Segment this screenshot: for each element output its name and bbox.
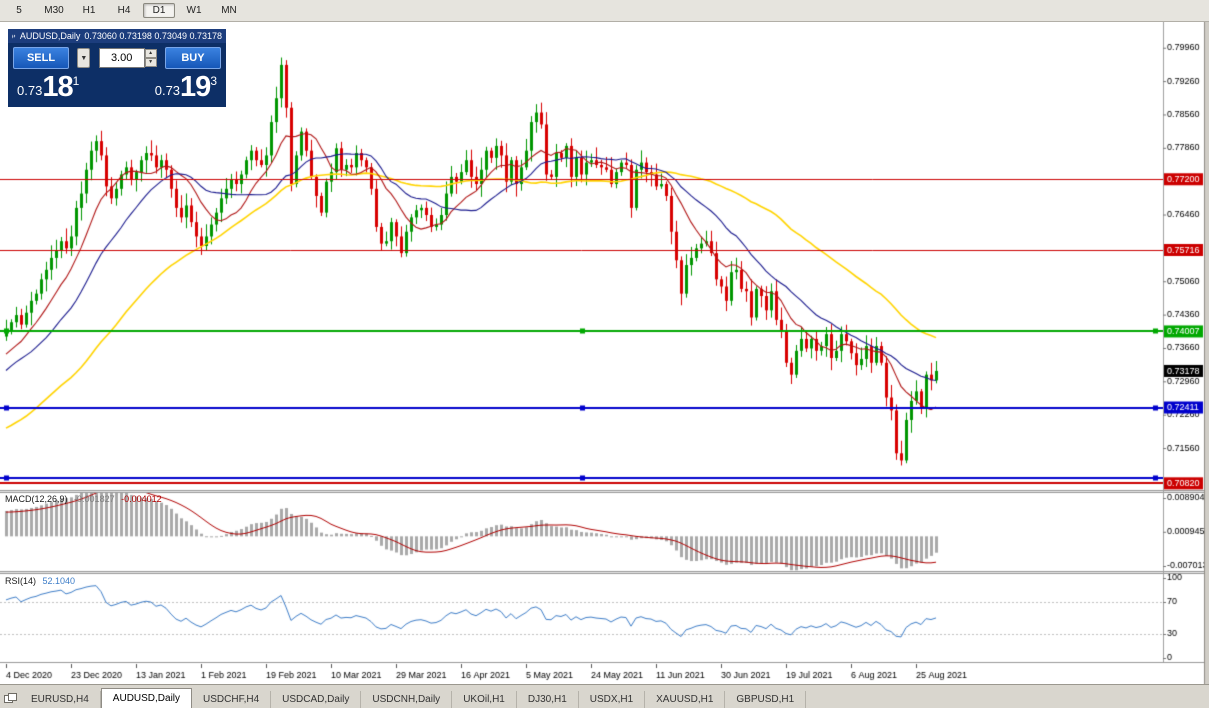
tab-dj30-h1[interactable]: DJ30,H1 [517, 691, 579, 708]
order-type-dropdown[interactable]: ▼ [77, 48, 91, 68]
tab-gbpusd-h1[interactable]: GBPUSD,H1 [725, 691, 807, 708]
timeframe-button-h1[interactable]: H1 [82, 5, 96, 16]
macd-signal-value: -0.004012 [121, 494, 162, 504]
tab-xauusd-h1[interactable]: XAUUSD,H1 [645, 691, 726, 708]
rsi-value: 52.1040 [42, 576, 76, 586]
rsi-indicator-label: RSI(14) 52.1040 [5, 576, 75, 586]
ask-price: 0.73 19 3 [155, 72, 217, 102]
timeframe-button-w1[interactable]: W1 [186, 5, 202, 16]
macd-indicator-label: MACD(12,26,9) -0.001827 -0.004012 [5, 494, 162, 504]
ask-big-digits: 19 [180, 71, 211, 103]
tab-usdcnh-daily[interactable]: USDCNH,Daily [361, 691, 453, 708]
bid-pip-digit: 1 [72, 74, 80, 88]
tab-audusd-daily[interactable]: AUDUSD,Daily [100, 688, 193, 708]
timeframe-toolbar: 5 M30 H1 H4 D1 W1 MN [0, 0, 1209, 22]
chart-title-bar: AUDUSD,Daily 0.73060 0.73198 0.73049 0.7… [8, 29, 226, 43]
bid-prefix: 0.73 [17, 83, 43, 98]
timeframe-button-m30[interactable]: M30 [44, 5, 64, 16]
timeframe-button-d1[interactable]: D1 [143, 3, 175, 18]
tab-usdcad-daily[interactable]: USDCAD,Daily [271, 691, 362, 708]
tab-usdchf-h4[interactable]: USDCHF,H4 [192, 691, 272, 708]
chart-tab-bar: EURUSD,H4 AUDUSD,Daily USDCHF,H4 USDCAD,… [0, 684, 1209, 708]
volume-spinner: ▲ ▼ [144, 49, 157, 67]
macd-name: MACD(12,26,9) [5, 494, 68, 504]
tab-usdx-h1[interactable]: USDX,H1 [579, 691, 646, 708]
volume-input[interactable] [98, 48, 145, 68]
sell-button[interactable]: SELL [13, 47, 69, 69]
buy-button[interactable]: BUY [164, 47, 221, 69]
timeframe-button-mn[interactable]: MN [221, 5, 237, 16]
bid-price: 0.73 18 1 [17, 72, 79, 102]
chart-symbol-period: AUDUSD,Daily [19, 31, 81, 41]
chart-window-head: AUDUSD,Daily 0.73060 0.73198 0.73049 0.7… [8, 29, 226, 107]
rsi-name: RSI(14) [5, 576, 37, 586]
tab-ukoil-h1[interactable]: UKOil,H1 [452, 691, 517, 708]
chart-list-icon[interactable] [0, 689, 20, 708]
timeframe-button-h4[interactable]: H4 [117, 5, 131, 16]
volume-up-button[interactable]: ▲ [144, 49, 157, 58]
ask-prefix: 0.73 [154, 83, 181, 98]
one-click-trading-panel: SELL ▼ ▲ ▼ BUY 0.73 18 1 0.7 [8, 43, 226, 107]
bid-big-digits: 18 [42, 71, 73, 103]
volume-down-button[interactable]: ▼ [144, 58, 157, 67]
price-chart-canvas[interactable] [0, 22, 1209, 684]
tab-eurusd-h4[interactable]: EURUSD,H4 [20, 691, 101, 708]
ask-pip-digit: 3 [210, 74, 217, 88]
macd-main-value: -0.001827 [74, 494, 115, 504]
candlestick-chart-icon [12, 34, 16, 38]
chart-ohlc-values: 0.73060 0.73198 0.73049 0.73178 [84, 31, 222, 41]
timeframe-button-m5[interactable]: 5 [16, 5, 22, 16]
